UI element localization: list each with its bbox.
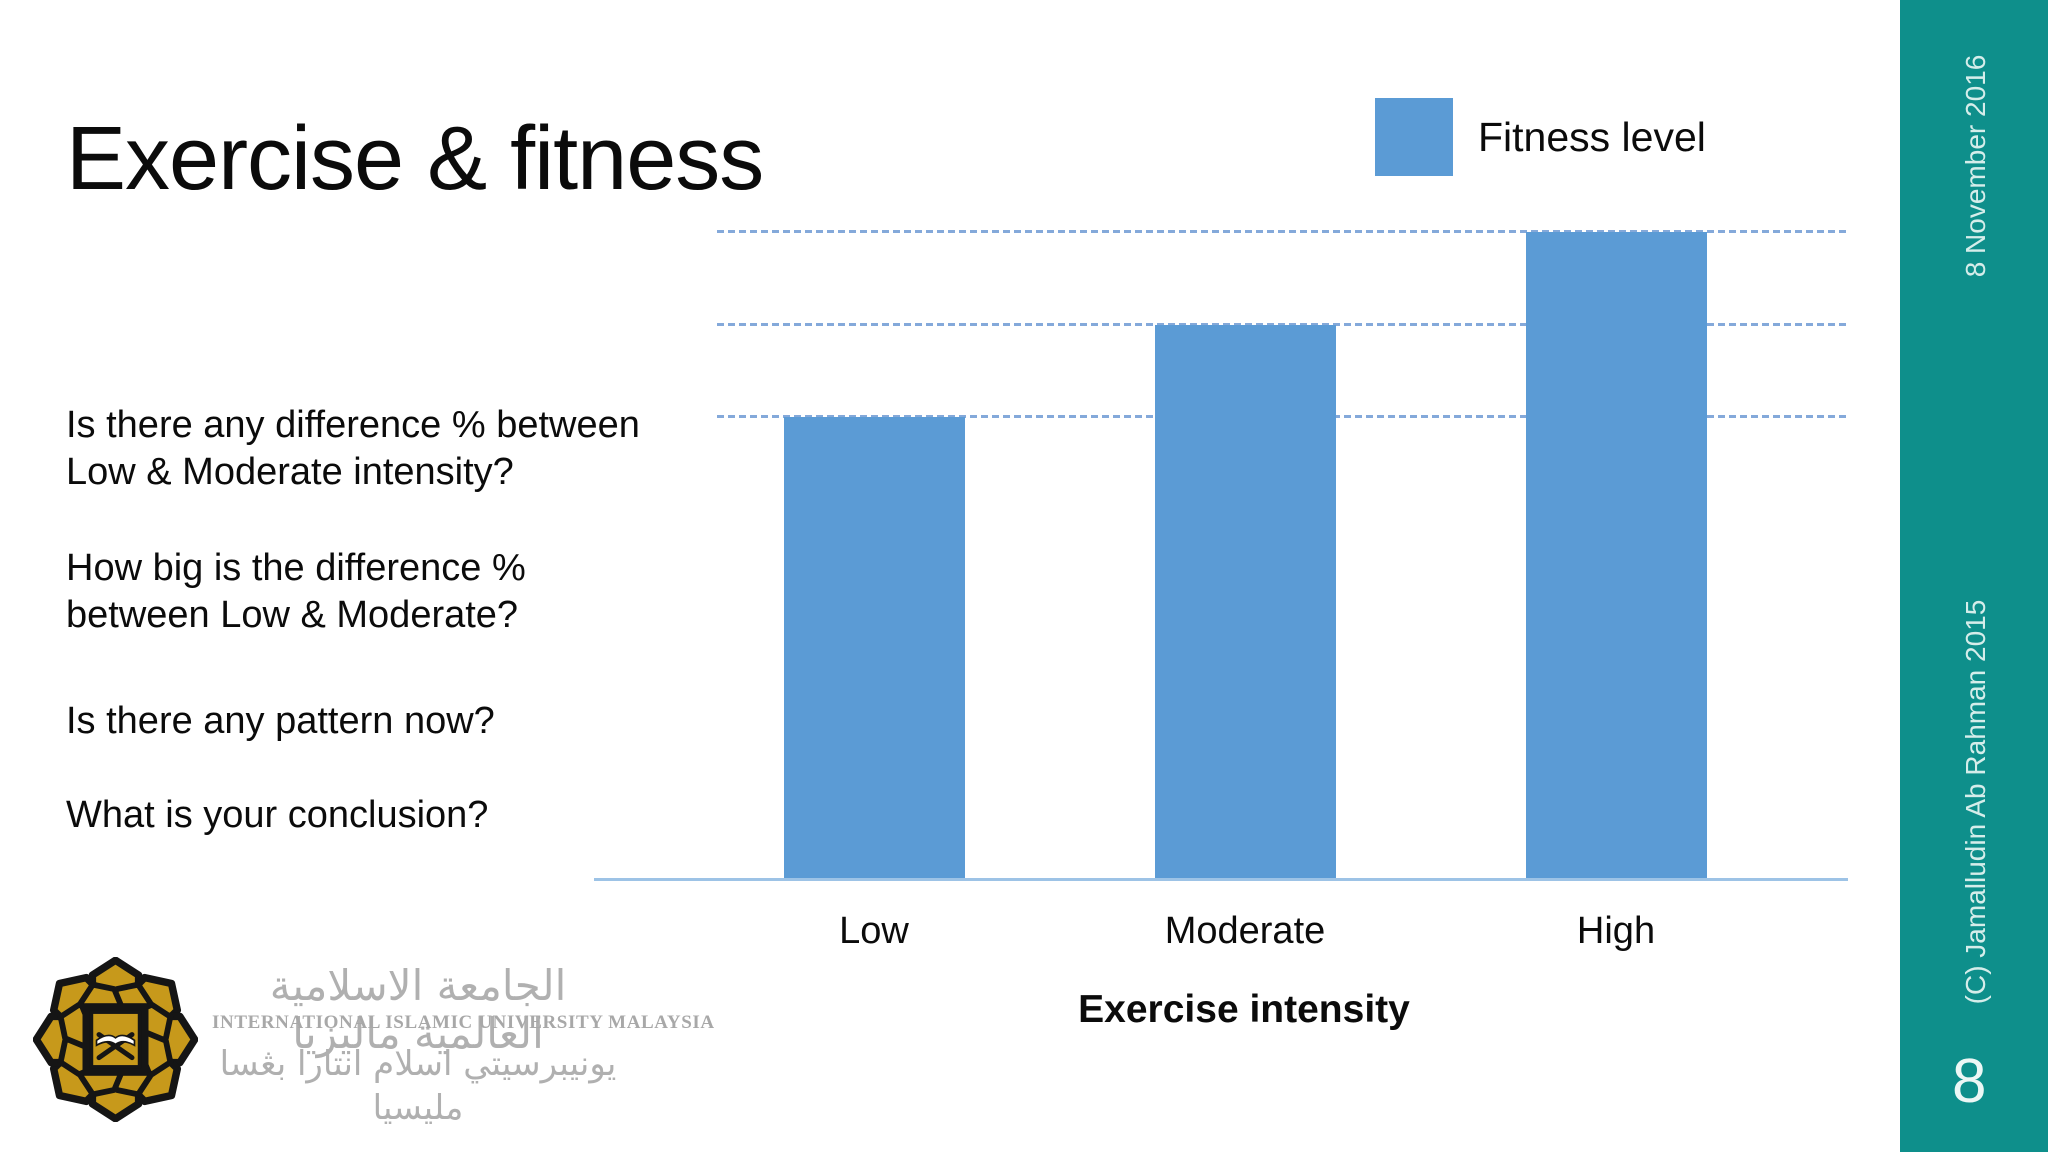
bar-moderate	[1154, 325, 1336, 880]
sidebar-copyright: (C) Jamalludin Ab Rahman 2015	[1960, 599, 1991, 1005]
logo-arabic-name: الجامعة الاسلامية العالمية ماليزيا	[269, 961, 567, 1058]
iium-emblem-icon	[33, 957, 198, 1122]
gridline	[717, 323, 1848, 326]
question-3: Is there any pattern now?	[66, 700, 495, 742]
bar-low	[783, 417, 965, 880]
category-label-low: Low	[839, 910, 909, 952]
x-axis-line	[594, 878, 1848, 881]
sidebar	[1900, 0, 2048, 1152]
category-label-high: High	[1576, 910, 1656, 952]
category-label-moderate: Moderate	[1164, 910, 1326, 952]
legend-label: Fitness level	[1478, 113, 1706, 160]
logo-caption: INTERNATIONAL ISLAMIC UNIVERSITY MALAYSI…	[212, 1012, 715, 1033]
logo-jawi-name: يونيبرسيتي اسلام انتارا بڠسا مليسيا	[219, 1044, 617, 1128]
sidebar-date: 8 November 2016	[1960, 54, 1991, 278]
question-2: How big is the difference % between Low …	[66, 547, 526, 636]
page-title: Exercise & fitness	[66, 109, 764, 209]
question-1: Is there any difference % between Low & …	[66, 404, 640, 493]
x-axis-title: Exercise intensity	[1078, 988, 1410, 1031]
slide-number: 8	[1952, 1047, 1987, 1116]
bar-high	[1525, 232, 1707, 880]
legend-swatch-icon	[1375, 98, 1453, 176]
question-4: What is your conclusion?	[66, 794, 489, 836]
gridline	[717, 230, 1848, 233]
chart-legend: Fitness level	[1375, 98, 1706, 176]
